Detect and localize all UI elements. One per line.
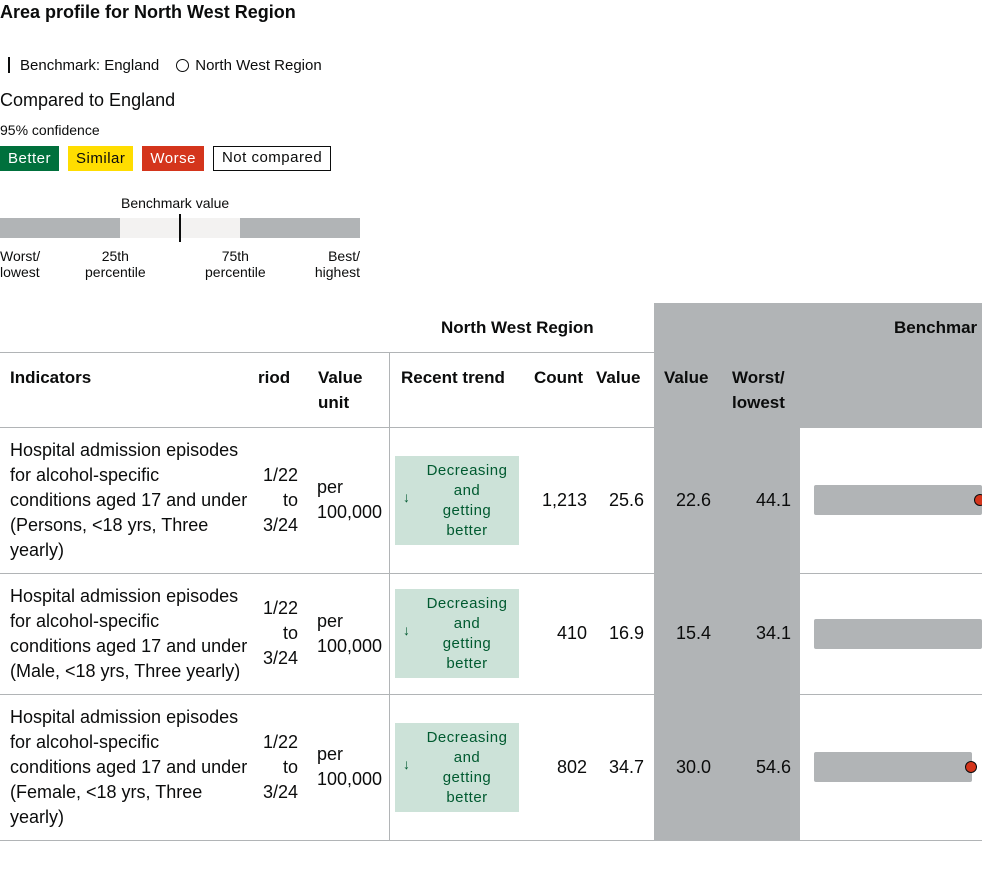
col-header-worst-lowest[interactable]: Worst/lowest — [732, 368, 785, 412]
value-unit: per 100,000 — [317, 611, 383, 656]
benchmark-value: 15.4 — [675, 623, 711, 643]
legend: Benchmark: England North West Region — [0, 55, 322, 75]
value-unit: per 100,000 — [317, 744, 383, 789]
indicator-name[interactable]: Hospital admission episodes for alcohol-s… — [10, 440, 248, 560]
count: 1,213 — [541, 490, 587, 510]
best-highest-label: Best/highest — [314, 248, 360, 280]
arrow-down-icon: ↓ — [403, 756, 411, 772]
period: 1/22 to 3/24 — [262, 732, 298, 802]
trend-badge: ↓ Decreasing and getting better — [395, 723, 519, 812]
col-header-value[interactable]: Value — [596, 368, 641, 387]
spine-chart-bar — [814, 752, 972, 782]
key-not-compared: Not compared — [212, 146, 332, 171]
col-header-period[interactable]: riod — [258, 368, 291, 387]
benchmark-value-label: Benchmark value — [121, 195, 230, 211]
row-divider — [0, 573, 982, 574]
trend-badge: ↓ Decreasing and getting better — [395, 589, 519, 678]
benchmark-value-column — [654, 303, 800, 840]
area-value-marker — [965, 761, 977, 773]
indicator-name[interactable]: Hospital admission episodes for alcohol-s… — [10, 586, 248, 681]
indicator-table: North West Region Benchmar Indicators ri… — [0, 303, 982, 843]
column-divider — [389, 352, 390, 840]
confidence-label: 95% confidence — [0, 122, 100, 138]
value: 25.6 — [608, 490, 644, 510]
period: 1/22 to 3/24 — [262, 465, 298, 535]
key-similar: Similar — [68, 146, 134, 171]
arrow-down-icon: ↓ — [403, 489, 411, 505]
col-header-indicators[interactable]: Indicators — [10, 368, 92, 387]
worst-lowest-value: 54.6 — [755, 757, 791, 777]
key-better: Better — [0, 146, 60, 171]
benchmark-value: 22.6 — [675, 490, 711, 510]
count: 410 — [556, 623, 587, 643]
group-header-benchmark: Benchmar — [894, 318, 978, 337]
benchmark-value: 30.0 — [675, 757, 711, 777]
worst-lowest-value: 44.1 — [755, 490, 791, 510]
header-divider — [0, 352, 982, 353]
comparison-heading: Compared to England — [0, 90, 176, 110]
p75-label: 75th percentile — [205, 248, 266, 280]
p25-label: 25th percentile — [85, 248, 146, 280]
col-header-benchmark-value[interactable]: Value — [664, 368, 709, 387]
col-header-value-unit[interactable]: Value unit — [318, 368, 363, 412]
col-header-recent-trend[interactable]: Recent trend — [401, 368, 505, 387]
legend-benchmark-label: Benchmark: England — [20, 56, 160, 74]
row-divider — [0, 840, 982, 841]
worst-lowest-value: 34.1 — [755, 623, 791, 643]
count: 802 — [556, 757, 587, 777]
page-title: Area profile for North West Region — [0, 2, 296, 22]
spine-chart-bar — [814, 619, 982, 649]
spine-chart-bar — [814, 485, 982, 515]
arrow-down-icon: ↓ — [403, 622, 411, 638]
indicator-name[interactable]: Hospital admission episodes for alcohol-s… — [10, 707, 248, 827]
col-header-count[interactable]: Count — [534, 368, 584, 387]
worst-lowest-label: Worst/lowest — [0, 248, 41, 280]
legend-area-label: North West Region — [195, 56, 322, 74]
period: 1/22 to 3/24 — [262, 598, 298, 668]
benchmark-line-icon — [8, 57, 10, 73]
circle-marker-icon — [176, 58, 190, 72]
value: 34.7 — [608, 757, 644, 777]
area-value-marker — [974, 494, 982, 506]
value: 16.9 — [608, 623, 644, 643]
row-divider — [0, 694, 982, 695]
key-worse: Worse — [142, 146, 204, 171]
benchmark-key-bar — [0, 214, 360, 242]
comparison-key: Better Similar Worse Not compared — [0, 146, 332, 171]
group-header-region: North West Region — [441, 318, 594, 337]
trend-badge: ↓ Decreasing and getting better — [395, 456, 519, 545]
header-bottom-divider — [0, 427, 982, 428]
benchmark-marker — [179, 214, 181, 242]
value-unit: per 100,000 — [317, 477, 383, 522]
